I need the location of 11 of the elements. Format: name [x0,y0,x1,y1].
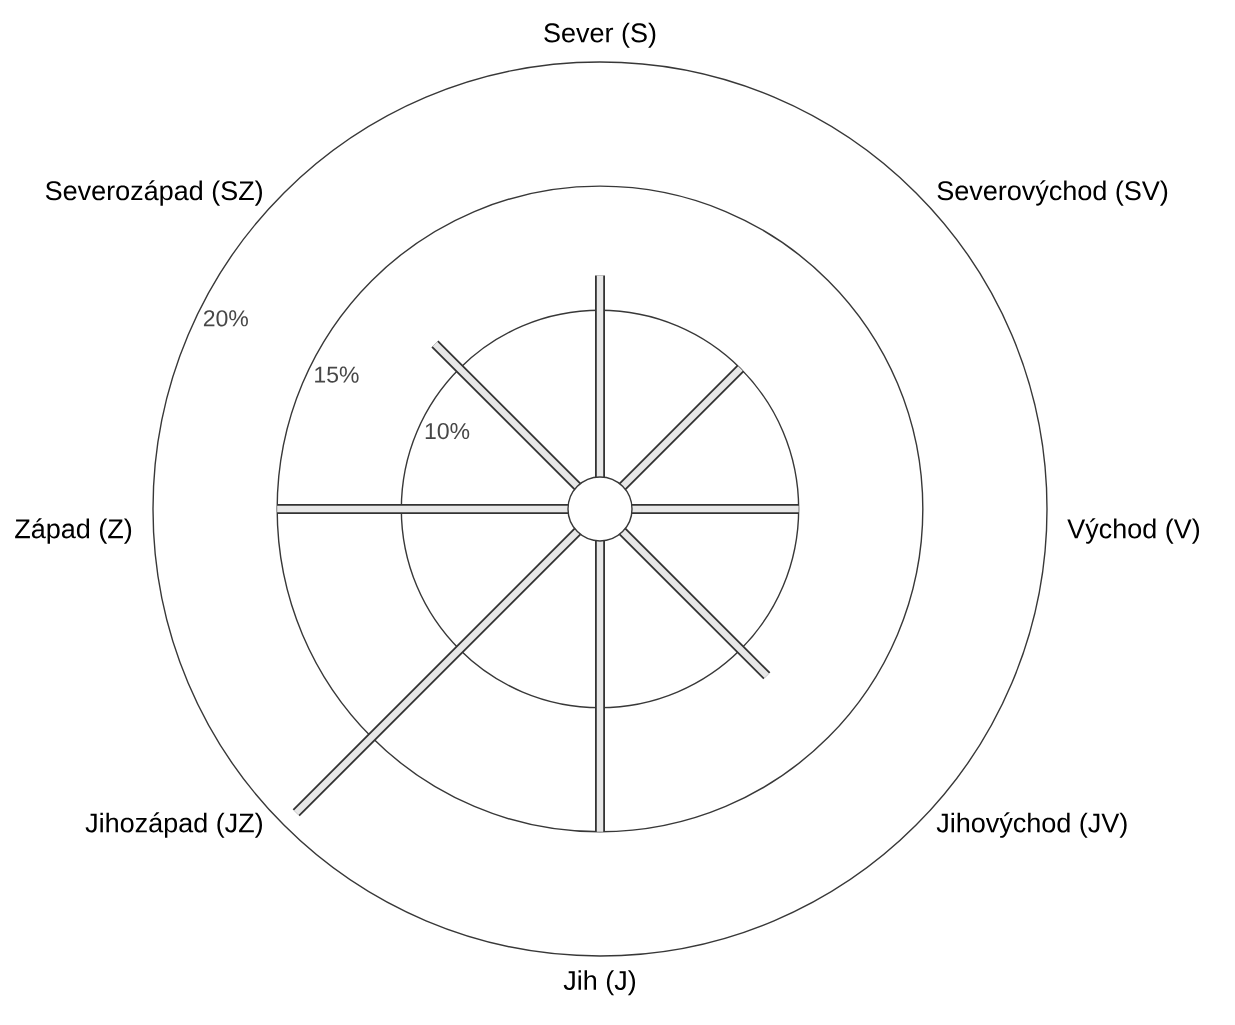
spoke-label: Sever (S) [544,22,656,48]
spoke-label: Jihozápad (JZ) [85,812,262,838]
spoke-label: Jih (J) [563,970,636,996]
spoke-label: Severovýchod (SV) [937,180,1168,206]
y-tick-label: 10% [425,422,470,440]
spoke-label: Severozápad (SZ) [45,180,262,206]
spoke-label: Západ (Z) [15,518,132,544]
y-tick-label: 20% [203,310,248,327]
y-tick-label: 15% [315,366,359,383]
spoke-label: Východ (V) [1067,518,1200,544]
spoke-label: Jihovýchod (JV) [936,812,1127,838]
